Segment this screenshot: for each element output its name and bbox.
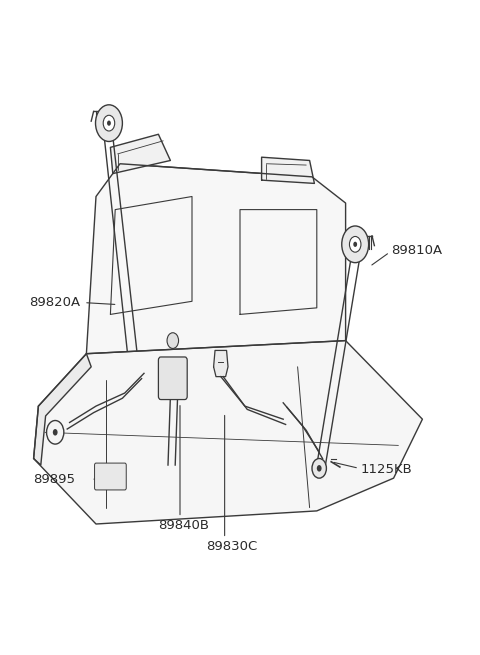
Text: 1125KB: 1125KB <box>361 463 413 476</box>
Circle shape <box>349 236 361 252</box>
Text: 89810A: 89810A <box>391 244 443 257</box>
Text: 89820A: 89820A <box>29 296 80 309</box>
Polygon shape <box>214 350 228 377</box>
Polygon shape <box>34 354 91 465</box>
Polygon shape <box>86 164 346 354</box>
Polygon shape <box>262 157 314 183</box>
FancyBboxPatch shape <box>158 357 187 400</box>
Circle shape <box>103 115 115 131</box>
Circle shape <box>342 226 369 263</box>
Text: 89895: 89895 <box>34 473 75 486</box>
Circle shape <box>96 105 122 141</box>
Text: 89840B: 89840B <box>158 519 209 532</box>
Polygon shape <box>110 134 170 174</box>
Polygon shape <box>34 341 422 524</box>
Circle shape <box>312 458 326 478</box>
FancyBboxPatch shape <box>95 463 126 490</box>
Circle shape <box>167 333 179 348</box>
Circle shape <box>353 242 357 247</box>
Circle shape <box>47 421 64 444</box>
Circle shape <box>53 429 58 436</box>
Text: 89830C: 89830C <box>206 540 258 553</box>
Circle shape <box>317 465 322 472</box>
Circle shape <box>107 121 111 126</box>
